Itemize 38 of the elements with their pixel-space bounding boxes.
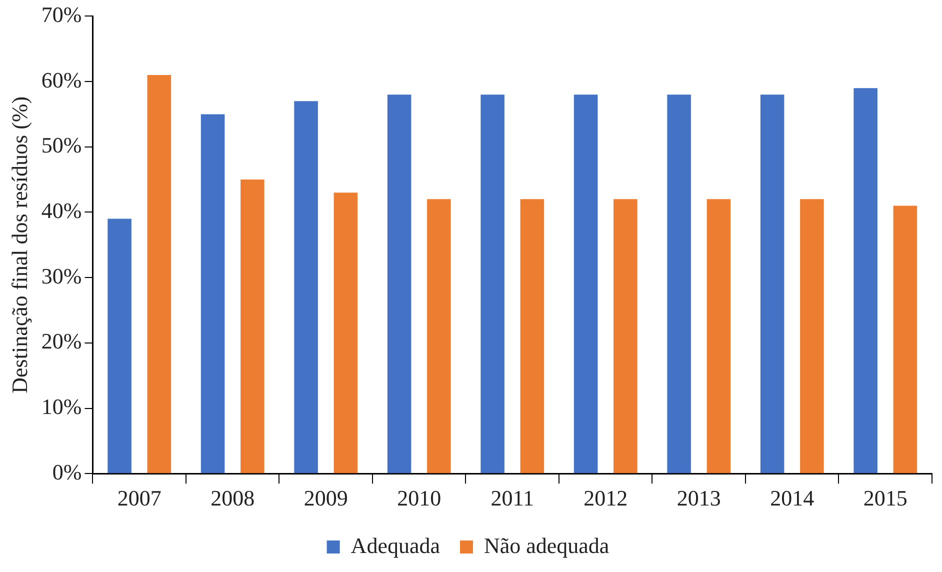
- y-tick-label: 0%: [52, 459, 82, 484]
- x-tick-label: 2011: [490, 486, 534, 511]
- y-tick-label: 70%: [41, 2, 82, 27]
- y-tick-label: 60%: [41, 67, 82, 92]
- bar: [520, 199, 544, 474]
- bar: [800, 199, 824, 474]
- x-tick-label: 2008: [210, 486, 255, 511]
- bar: [427, 199, 451, 474]
- bar: [614, 199, 638, 474]
- bar: [667, 94, 691, 474]
- x-tick-label: 2015: [863, 486, 908, 511]
- x-tick-label: 2009: [304, 486, 348, 511]
- legend-label: Não adequada: [484, 532, 610, 558]
- bar: [240, 180, 264, 474]
- bar: [147, 75, 172, 474]
- y-tick-label: 30%: [41, 263, 82, 288]
- bar: [893, 206, 918, 474]
- bar: [574, 94, 598, 474]
- bar: [334, 192, 358, 474]
- x-tick-label: 2012: [584, 486, 628, 511]
- bar: [108, 218, 132, 474]
- bar: [854, 88, 878, 474]
- y-tick-label: 10%: [41, 394, 82, 420]
- x-tick-label: 2007: [117, 486, 162, 511]
- legend-label: Adequada: [350, 532, 440, 558]
- y-axis-title: Destinação final dos resíduos (%): [6, 96, 32, 394]
- bar: [200, 114, 225, 474]
- y-tick-label: 40%: [41, 198, 82, 224]
- bar: [387, 94, 412, 474]
- x-tick-label: 2014: [770, 486, 814, 511]
- y-tick-label: 50%: [41, 132, 82, 158]
- bar: [760, 94, 784, 474]
- bar: [294, 101, 318, 474]
- bar: [706, 199, 731, 474]
- x-tick-label: 2013: [676, 486, 721, 511]
- bar: [480, 94, 504, 474]
- y-tick-label: 20%: [41, 328, 82, 354]
- x-tick-label: 2010: [397, 486, 442, 511]
